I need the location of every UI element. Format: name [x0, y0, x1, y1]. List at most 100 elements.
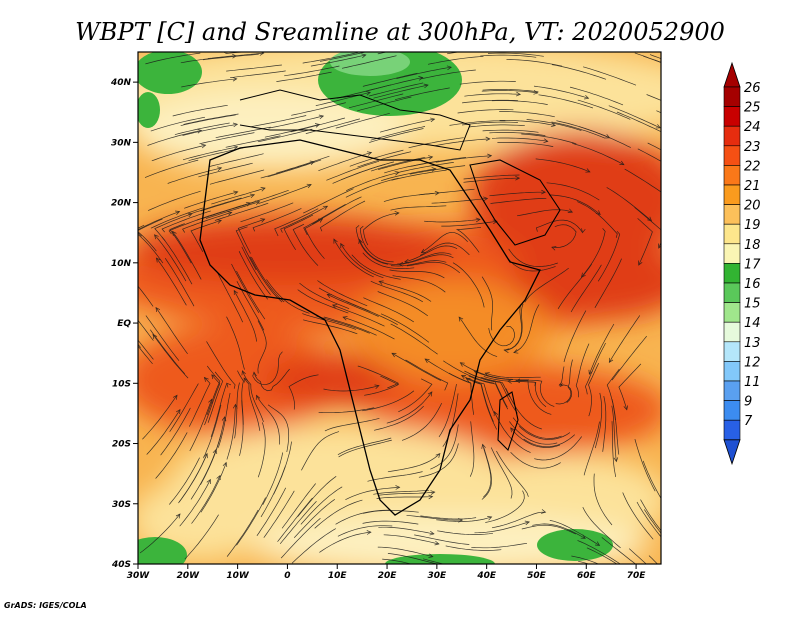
streamline — [377, 156, 433, 171]
streamline — [611, 421, 617, 477]
streamline — [320, 52, 367, 62]
streamline — [491, 137, 548, 142]
streamline-arrow — [674, 550, 678, 554]
streamline-arrow — [475, 217, 481, 223]
streamline-arrow — [683, 69, 687, 73]
streamline — [491, 100, 548, 105]
streamline-arrow — [551, 246, 557, 251]
streamline — [181, 78, 237, 88]
colorbar-label: 21 — [744, 179, 761, 194]
streamline-arrow — [211, 374, 217, 380]
streamline — [379, 118, 435, 133]
streamline — [178, 454, 207, 504]
streamline — [161, 236, 193, 285]
streamline — [608, 105, 661, 129]
streamline — [323, 316, 377, 336]
streamline — [435, 155, 492, 163]
streamline-arrow — [233, 145, 239, 150]
streamline — [362, 72, 418, 87]
coastline-arabia — [469, 159, 561, 246]
streamline — [251, 256, 285, 303]
streamline — [490, 197, 547, 204]
streamline — [377, 291, 429, 317]
streamline — [535, 158, 591, 173]
streamline — [291, 102, 346, 116]
streamline — [138, 211, 180, 237]
streamline — [226, 509, 259, 557]
streamline-arrow — [212, 448, 218, 455]
streamline — [310, 54, 366, 67]
streamline-arrow — [638, 260, 643, 266]
colorbar-label: 11 — [744, 375, 761, 390]
streamline — [226, 404, 236, 460]
streamline — [418, 443, 459, 478]
streamline — [546, 182, 600, 201]
streamline — [225, 135, 281, 148]
streamline-arrow — [391, 352, 397, 358]
streamline — [144, 159, 199, 178]
streamline — [190, 449, 217, 500]
streamline — [488, 326, 515, 347]
colorbar-label: 25 — [744, 101, 761, 116]
streamline — [462, 99, 518, 104]
streamline-arrow — [503, 348, 509, 353]
streamline — [252, 351, 283, 386]
streamline — [608, 315, 641, 363]
lat-tick-label: 10S — [112, 379, 131, 389]
streamline — [277, 497, 313, 542]
streamline-arrow — [434, 540, 440, 546]
streamline — [485, 490, 525, 523]
streamline-arrow — [664, 132, 669, 136]
streamline — [575, 343, 590, 398]
streamline — [594, 392, 603, 449]
streamline — [297, 289, 349, 314]
streamline — [648, 555, 659, 564]
lon-tick-label: 20E — [378, 571, 398, 581]
streamline — [489, 132, 546, 136]
streamline — [377, 546, 433, 558]
streamline — [397, 252, 452, 265]
streamline — [150, 116, 206, 132]
streamline-arrow — [260, 187, 266, 192]
streamline-arrow — [226, 382, 232, 388]
streamline — [577, 201, 618, 238]
streamline — [268, 115, 324, 129]
streamline-arrow — [232, 76, 238, 82]
streamline-arrow — [241, 370, 246, 376]
streamline-arrow — [216, 474, 221, 481]
streamline — [349, 149, 404, 167]
streamline — [455, 226, 482, 253]
streamline — [548, 194, 601, 215]
streamline-arrow — [658, 243, 661, 249]
streamline — [642, 55, 661, 63]
streamline — [258, 184, 312, 204]
streamline — [276, 155, 330, 174]
streamline — [292, 223, 319, 266]
streamline — [182, 123, 238, 136]
streamline — [634, 439, 656, 492]
streamline — [150, 329, 186, 375]
streamline-arrow — [507, 379, 513, 384]
lat-tick-label: EQ — [117, 319, 131, 329]
streamline — [532, 523, 586, 539]
streamline — [437, 530, 493, 535]
streamline — [380, 168, 436, 182]
streamline — [243, 377, 261, 431]
streamline-arrow — [619, 160, 625, 166]
streamline — [326, 160, 380, 181]
streamline — [499, 111, 555, 118]
streamline-arrow — [232, 122, 239, 128]
lon-tick-label: 0 — [284, 571, 290, 581]
streamline — [523, 434, 576, 448]
streamline — [316, 315, 370, 334]
streamline-arrow — [254, 200, 261, 206]
streamline — [262, 452, 284, 505]
streamline — [188, 377, 211, 427]
colorbar-swatch — [723, 165, 741, 186]
streamline — [280, 518, 321, 559]
streamline — [291, 528, 336, 564]
streamline — [463, 177, 520, 183]
streamline — [327, 293, 379, 317]
streamline — [315, 92, 371, 106]
